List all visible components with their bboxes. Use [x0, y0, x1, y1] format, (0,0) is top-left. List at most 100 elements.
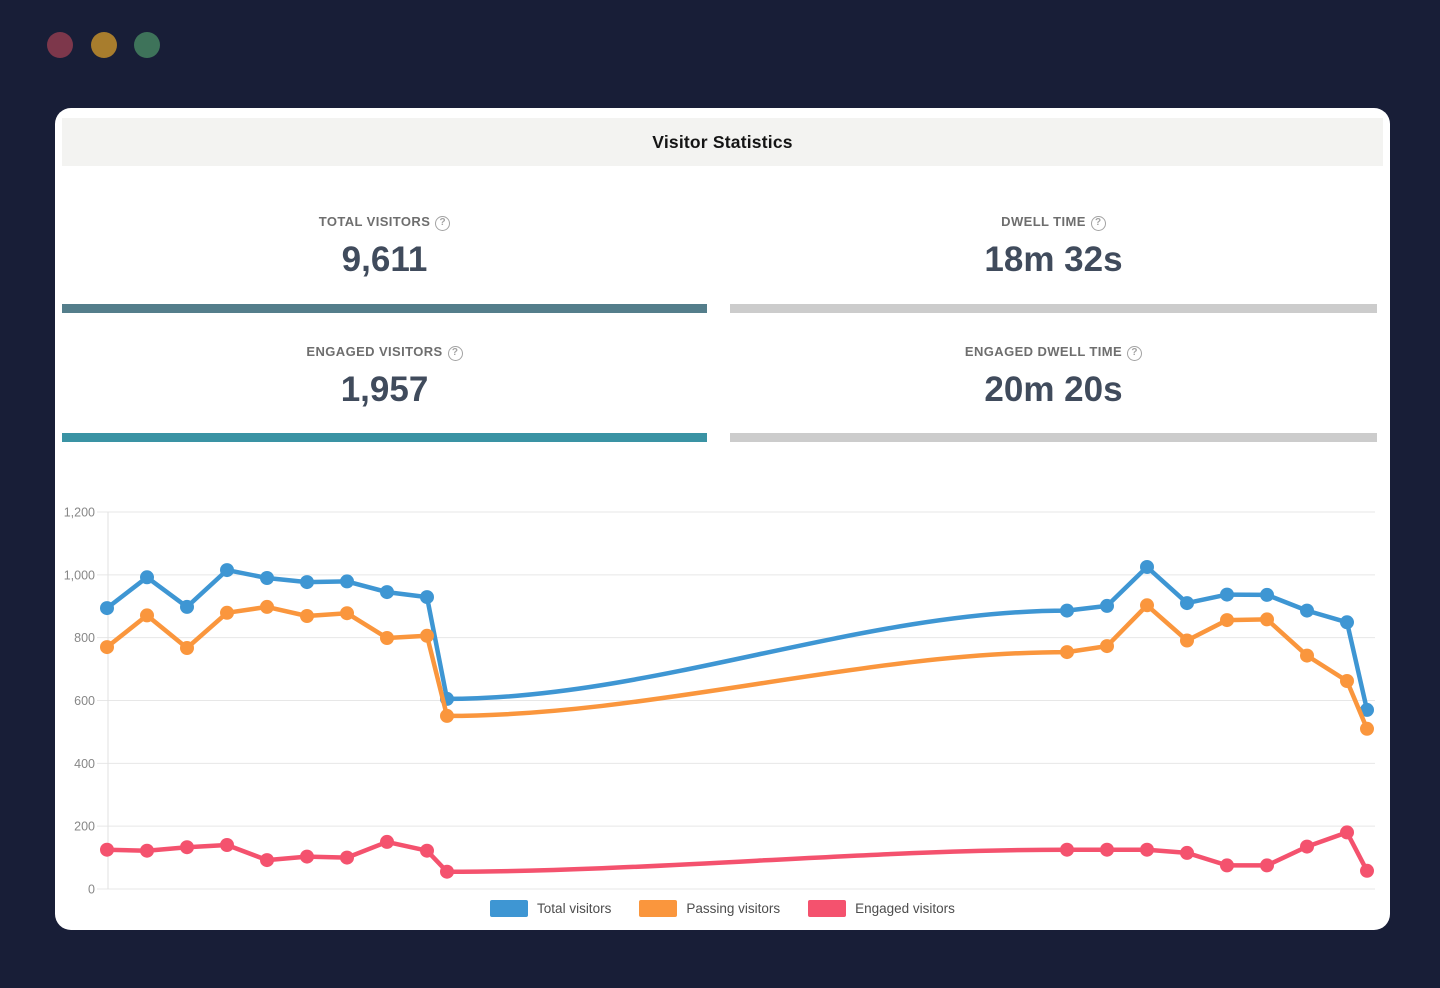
series-line-engaged-visitors: [104, 830, 1370, 874]
data-point-total-visitors[interactable]: [340, 574, 354, 589]
stat-dwell-time: DWELL TIME? 18m 32s: [730, 213, 1377, 280]
data-point-passing-visitors[interactable]: [180, 641, 194, 655]
data-point-engaged-visitors[interactable]: [1140, 842, 1154, 857]
data-point-engaged-visitors[interactable]: [140, 843, 154, 858]
engaged-visitors-swatch: [808, 899, 847, 917]
help-icon[interactable]: ?: [1090, 216, 1106, 231]
data-point-total-visitors[interactable]: [1340, 615, 1354, 630]
data-point-engaged-visitors[interactable]: [300, 849, 314, 864]
stat-label: ENGAGED DWELL TIME?: [730, 343, 1377, 361]
legend-item-engaged-visitors[interactable]: Engaged visitors: [808, 899, 955, 917]
y-tick-label: 0: [88, 883, 95, 897]
data-point-engaged-visitors[interactable]: [1100, 842, 1114, 857]
data-point-engaged-visitors[interactable]: [1180, 845, 1194, 860]
data-point-total-visitors[interactable]: [1300, 603, 1314, 618]
stat-value: 20m 20s: [984, 370, 1123, 409]
data-point-total-visitors[interactable]: [1180, 596, 1194, 611]
data-point-passing-visitors[interactable]: [1340, 674, 1354, 688]
visitor-chart-svg[interactable]: 0 200 400 600 800 1,000 1,200: [55, 490, 1390, 900]
data-point-engaged-visitors[interactable]: [1340, 825, 1354, 840]
stat-label-text: TOTAL VISITORS: [318, 214, 431, 229]
data-point-total-visitors[interactable]: [300, 575, 314, 590]
help-icon[interactable]: ?: [435, 216, 451, 231]
y-tick-label: 200: [74, 820, 95, 834]
window-minimize-dot[interactable]: [91, 32, 117, 58]
help-icon[interactable]: ?: [1127, 346, 1143, 361]
data-point-passing-visitors[interactable]: [220, 605, 234, 620]
data-point-passing-visitors[interactable]: [1220, 613, 1234, 628]
data-point-engaged-visitors[interactable]: [260, 853, 274, 868]
data-point-passing-visitors[interactable]: [1260, 612, 1274, 627]
data-point-total-visitors[interactable]: [260, 571, 274, 585]
data-point-total-visitors[interactable]: [1260, 587, 1274, 602]
data-point-passing-visitors[interactable]: [300, 609, 314, 623]
series-line-total-visitors: [104, 564, 1370, 713]
data-point-engaged-visitors[interactable]: [1260, 858, 1274, 873]
data-point-engaged-visitors[interactable]: [440, 864, 454, 879]
data-point-total-visitors[interactable]: [1220, 587, 1234, 602]
data-point-total-visitors[interactable]: [140, 570, 154, 585]
data-point-passing-visitors[interactable]: [1180, 633, 1194, 648]
data-point-engaged-visitors[interactable]: [180, 840, 194, 855]
data-point-total-visitors[interactable]: [1060, 603, 1074, 618]
stat-value: 18m 32s: [984, 240, 1123, 279]
data-point-engaged-visitors[interactable]: [220, 838, 234, 852]
visitor-chart[interactable]: 0 200 400 600 800 1,000 1,200 Total visitors P…: [55, 490, 1390, 922]
help-icon[interactable]: ?: [447, 346, 463, 361]
data-point-engaged-visitors[interactable]: [1300, 839, 1314, 854]
data-point-passing-visitors[interactable]: [1140, 598, 1154, 613]
data-point-passing-visitors[interactable]: [420, 628, 434, 643]
window-maximize-dot[interactable]: [134, 32, 160, 58]
data-point-total-visitors[interactable]: [220, 563, 234, 578]
data-point-passing-visitors[interactable]: [380, 631, 394, 645]
total-visitors-swatch: [490, 899, 529, 917]
data-point-passing-visitors[interactable]: [100, 640, 114, 655]
window-close-dot[interactable]: [47, 32, 73, 58]
data-point-passing-visitors[interactable]: [1360, 721, 1374, 736]
data-point-passing-visitors[interactable]: [1060, 645, 1074, 660]
data-point-passing-visitors[interactable]: [1100, 639, 1114, 654]
data-point-total-visitors[interactable]: [420, 590, 434, 605]
engaged-dwell-time-accent-bar: [730, 433, 1377, 442]
data-point-engaged-visitors[interactable]: [340, 850, 354, 865]
legend-label: Engaged visitors: [855, 900, 955, 916]
data-point-total-visitors[interactable]: [380, 585, 394, 600]
stat-label: TOTAL VISITORS?: [62, 213, 707, 231]
stat-label-text: ENGAGED DWELL TIME: [964, 344, 1123, 359]
data-point-passing-visitors[interactable]: [260, 599, 274, 614]
card-header: Visitor Statistics: [62, 118, 1383, 166]
stat-label: ENGAGED VISITORS?: [62, 343, 707, 361]
stat-label-text: DWELL TIME: [1001, 214, 1086, 229]
legend-item-total-visitors[interactable]: Total visitors: [490, 899, 612, 917]
legend-label: Total visitors: [537, 900, 612, 916]
data-point-passing-visitors[interactable]: [1300, 648, 1314, 663]
data-point-total-visitors[interactable]: [100, 601, 114, 616]
data-point-engaged-visitors[interactable]: [1360, 863, 1374, 878]
data-point-total-visitors[interactable]: [1100, 598, 1114, 613]
data-point-passing-visitors[interactable]: [340, 606, 354, 621]
data-point-total-visitors[interactable]: [1360, 702, 1374, 717]
y-tick-label: 400: [74, 757, 95, 771]
data-point-engaged-visitors[interactable]: [100, 842, 114, 857]
data-point-engaged-visitors[interactable]: [420, 843, 434, 858]
passing-visitors-swatch: [639, 899, 678, 917]
y-tick-label: 1,200: [64, 506, 95, 520]
legend-label: Passing visitors: [686, 900, 781, 916]
data-point-passing-visitors[interactable]: [140, 608, 154, 623]
stat-engaged-dwell-time: ENGAGED DWELL TIME? 20m 20s: [730, 343, 1377, 410]
dwell-time-accent-bar: [730, 304, 1377, 313]
data-point-engaged-visitors[interactable]: [1220, 858, 1234, 873]
stat-value: 1,957: [340, 370, 429, 409]
stat-label: DWELL TIME?: [730, 213, 1377, 231]
data-point-passing-visitors[interactable]: [440, 708, 454, 723]
data-point-engaged-visitors[interactable]: [1060, 842, 1074, 857]
y-tick-label: 800: [74, 631, 95, 645]
engaged-visitors-accent-bar: [62, 433, 707, 442]
legend-item-passing-visitors[interactable]: Passing visitors: [639, 899, 781, 917]
data-point-engaged-visitors[interactable]: [380, 834, 394, 849]
series-line-passing-visitors: [104, 603, 1370, 732]
y-tick-label: 1,000: [64, 568, 95, 582]
data-point-total-visitors[interactable]: [1140, 560, 1154, 574]
data-point-total-visitors[interactable]: [180, 599, 194, 614]
